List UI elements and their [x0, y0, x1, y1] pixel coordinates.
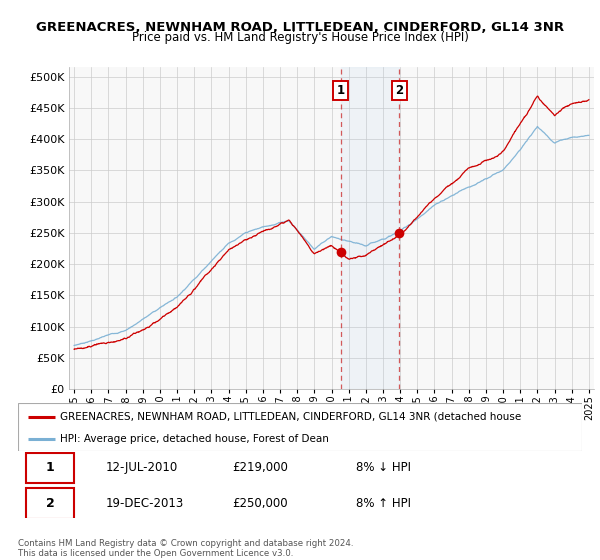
Text: Price paid vs. HM Land Registry's House Price Index (HPI): Price paid vs. HM Land Registry's House …: [131, 31, 469, 44]
Text: 2: 2: [46, 497, 55, 510]
Bar: [341, 67, 400, 389]
Bar: [26, 452, 74, 483]
Text: 19-DEC-2013: 19-DEC-2013: [106, 497, 184, 510]
Text: GREENACRES, NEWNHAM ROAD, LITTLEDEAN, CINDERFORD, GL14 3NR (detached house: GREENACRES, NEWNHAM ROAD, LITTLEDEAN, CI…: [60, 412, 521, 422]
Text: 8% ↓ HPI: 8% ↓ HPI: [356, 461, 412, 474]
Text: 2: 2: [395, 84, 404, 97]
Text: 12-JUL-2010: 12-JUL-2010: [106, 461, 178, 474]
Text: 1: 1: [337, 84, 344, 97]
Text: 8% ↑ HPI: 8% ↑ HPI: [356, 497, 412, 510]
Text: £250,000: £250,000: [232, 497, 288, 510]
Text: HPI: Average price, detached house, Forest of Dean: HPI: Average price, detached house, Fore…: [60, 434, 329, 444]
Text: £219,000: £219,000: [232, 461, 288, 474]
Bar: [26, 488, 74, 519]
Text: Contains HM Land Registry data © Crown copyright and database right 2024.
This d: Contains HM Land Registry data © Crown c…: [18, 539, 353, 558]
Text: GREENACRES, NEWNHAM ROAD, LITTLEDEAN, CINDERFORD, GL14 3NR: GREENACRES, NEWNHAM ROAD, LITTLEDEAN, CI…: [36, 21, 564, 34]
Text: 1: 1: [46, 461, 55, 474]
